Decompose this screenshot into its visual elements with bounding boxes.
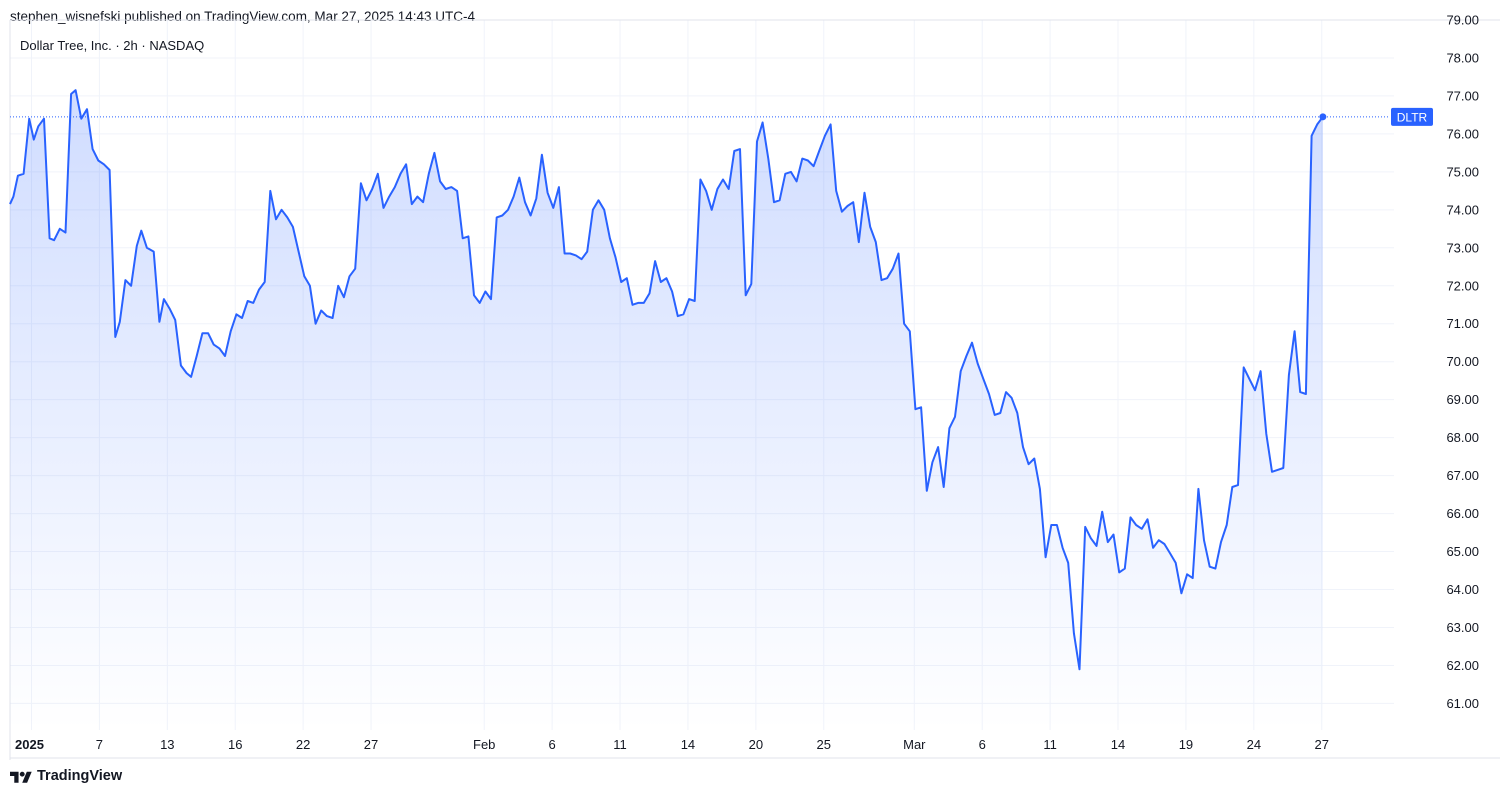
y-tick-label: 69.00 xyxy=(1446,392,1479,407)
x-tick-label: Mar xyxy=(903,737,926,752)
price-line xyxy=(9,89,1324,671)
x-tick-label: 6 xyxy=(549,737,556,752)
y-tick-label: 65.00 xyxy=(1446,544,1479,559)
price-area-fill xyxy=(10,90,1323,730)
y-tick-label: 73.00 xyxy=(1446,240,1479,255)
x-tick-label: Feb xyxy=(473,737,495,752)
x-tick-label: 14 xyxy=(681,737,695,752)
y-tick-label: 78.00 xyxy=(1446,50,1479,65)
y-tick-label: 71.00 xyxy=(1446,316,1479,331)
x-tick-label: 24 xyxy=(1247,737,1261,752)
last-price-marker xyxy=(1319,113,1327,121)
y-tick-label: 61.00 xyxy=(1446,696,1479,711)
x-tick-label: 19 xyxy=(1179,737,1193,752)
y-tick-label: 74.00 xyxy=(1446,202,1479,217)
y-tick-label: 77.00 xyxy=(1446,88,1479,103)
x-tick-label: 14 xyxy=(1111,737,1125,752)
x-tick-label: 27 xyxy=(364,737,378,752)
y-tick-label: 79.00 xyxy=(1446,13,1479,28)
y-tick-label: 63.00 xyxy=(1446,620,1479,635)
y-tick-label: 64.00 xyxy=(1446,582,1479,597)
x-tick-label: 11 xyxy=(613,737,627,752)
y-tick-label: 76.00 xyxy=(1446,126,1479,141)
x-tick-label: 2025 xyxy=(15,737,44,752)
y-tick-label: 62.00 xyxy=(1446,658,1479,673)
x-tick-label: 13 xyxy=(160,737,174,752)
x-tick-label: 7 xyxy=(96,737,103,752)
chart-title: Dollar Tree, Inc. · 2h · NASDAQ xyxy=(20,38,205,53)
y-tick-label: 66.00 xyxy=(1446,506,1479,521)
x-tick-label: 25 xyxy=(817,737,831,752)
x-tick-label: 27 xyxy=(1315,737,1329,752)
x-tick-label: 6 xyxy=(979,737,986,752)
y-tick-label: 75.00 xyxy=(1446,164,1479,179)
tradingview-brand-text: TradingView xyxy=(37,768,123,784)
tradingview-logo-icon xyxy=(10,771,32,783)
symbol-price-badge xyxy=(1391,107,1433,126)
x-tick-label: 16 xyxy=(228,737,242,752)
tradingview-logo[interactable]: TradingView xyxy=(10,768,122,784)
x-tick-label: 20 xyxy=(749,737,763,752)
y-tick-label: 67.00 xyxy=(1446,468,1479,483)
y-tick-label: 68.00 xyxy=(1446,430,1479,445)
symbol-label: DLTR xyxy=(1397,110,1428,124)
x-tick-label: 22 xyxy=(296,737,310,752)
x-tick-label: 11 xyxy=(1043,737,1057,752)
y-tick-label: 70.00 xyxy=(1446,354,1479,369)
y-tick-label: 72.00 xyxy=(1446,278,1479,293)
